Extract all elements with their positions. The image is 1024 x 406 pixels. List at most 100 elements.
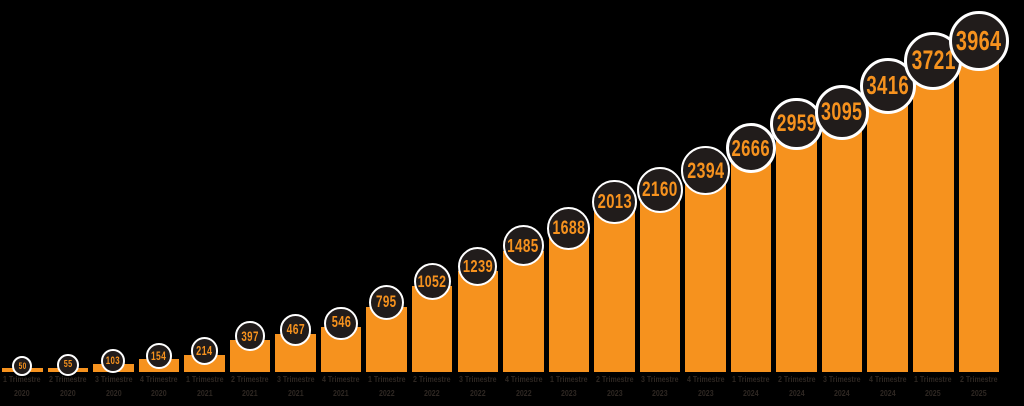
value-label: 2394 — [686, 157, 725, 183]
value-badge: 795 — [369, 285, 405, 321]
x-axis-label: 2 Trimestre 2021 — [230, 375, 270, 398]
value-badge: 2160 — [636, 166, 684, 214]
x-axis-label: 1 Trimestre 2020 — [2, 375, 42, 398]
x-axis-label-period: 1 Trimestre — [914, 375, 953, 384]
x-axis-label: 4 Trimestre 2024 — [868, 375, 908, 398]
x-axis-label-period: 1 Trimestre — [732, 375, 770, 384]
x-axis-label-year: 2024 — [788, 389, 805, 398]
bar — [411, 286, 453, 372]
value-label: 3721 — [911, 45, 956, 76]
value-label: 2013 — [597, 190, 632, 214]
x-axis-label-period: 1 Trimestre — [367, 375, 406, 384]
x-axis-label: 1 Trimestre 2025 — [913, 375, 953, 398]
x-axis-label: 1 Trimestre 2022 — [367, 375, 407, 398]
x-axis-label-year: 2022 — [378, 389, 395, 398]
x-axis-label-year: 2020 — [105, 389, 122, 398]
value-label: 546 — [331, 314, 351, 332]
x-axis-label: 3 Trimestre 2024 — [822, 375, 862, 398]
x-axis-label-year: 2020 — [14, 389, 31, 398]
x-axis-label-period: 4 Trimestre — [140, 375, 178, 384]
value-label: 3964 — [956, 24, 1002, 56]
value-label: 103 — [106, 354, 121, 367]
value-badge: 2394 — [681, 146, 730, 195]
x-axis-label: 3 Trimestre 2022 — [458, 375, 498, 398]
x-axis-label: 3 Trimestre 2020 — [93, 375, 133, 398]
value-label: 3095 — [821, 98, 863, 127]
x-axis-label: 2 Trimestre 2025 — [959, 375, 999, 398]
x-axis-label: 3 Trimestre 2021 — [275, 375, 315, 398]
x-axis-label-year: 2023 — [652, 389, 668, 398]
bar — [821, 119, 863, 372]
x-axis-label: 1 Trimestre 2024 — [731, 375, 771, 398]
value-badge: 3095 — [815, 85, 870, 140]
bar — [867, 92, 908, 372]
bar — [685, 176, 726, 372]
x-axis-label: 4 Trimestre 2023 — [685, 375, 725, 398]
x-axis-label-period: 2 Trimestre — [413, 375, 451, 384]
value-label: 55 — [63, 359, 73, 371]
x-axis-label: 1 Trimestre 2021 — [184, 375, 224, 398]
value-label: 50 — [18, 360, 27, 371]
x-axis-label-year: 2021 — [287, 389, 304, 398]
x-axis-label-period: 3 Trimestre — [458, 375, 497, 384]
x-axis-label-year: 2022 — [515, 389, 532, 398]
value-label: 2160 — [642, 177, 678, 202]
x-axis-label: 3 Trimestre 2023 — [640, 375, 680, 398]
x-axis-label-period: 2 Trimestre — [959, 375, 998, 384]
value-label: 2959 — [776, 109, 817, 137]
x-axis-label-year: 2024 — [743, 389, 759, 398]
x-axis-label: 2 Trimestre 2024 — [777, 375, 817, 398]
value-label: 154 — [151, 349, 167, 364]
value-badge: 546 — [324, 306, 358, 341]
x-axis-label-year: 2021 — [333, 389, 349, 398]
x-axis-label-period: 2 Trimestre — [595, 375, 634, 384]
x-axis-label-year: 2024 — [834, 389, 850, 398]
value-badge: 2666 — [725, 122, 777, 174]
x-axis-label-period: 3 Trimestre — [823, 375, 861, 384]
bar — [594, 207, 635, 372]
x-axis-label-period: 3 Trimestre — [641, 375, 679, 384]
bar — [548, 234, 590, 372]
bar — [958, 48, 1000, 372]
value-label: 1052 — [417, 271, 447, 291]
x-axis-label-year: 2020 — [151, 389, 167, 398]
value-badge: 103 — [101, 348, 126, 373]
x-axis-label-period: 4 Trimestre — [322, 375, 360, 384]
value-badge: 397 — [235, 321, 265, 351]
value-label: 214 — [196, 344, 213, 359]
x-axis-label-year: 2023 — [697, 389, 714, 398]
x-axis-label-period: 4 Trimestre — [868, 375, 907, 384]
value-label: 3416 — [866, 71, 910, 100]
bar — [503, 250, 544, 372]
x-axis-label: 4 Trimestre 2022 — [503, 375, 543, 398]
x-axis-label: 1 Trimestre 2023 — [549, 375, 589, 398]
value-label: 795 — [376, 293, 397, 312]
x-axis-label: 4 Trimestre 2020 — [139, 375, 179, 398]
x-axis-label-period: 3 Trimestre — [94, 375, 133, 384]
value-badge: 154 — [146, 343, 172, 370]
x-axis-label-period: 1 Trimestre — [185, 375, 224, 384]
bar — [913, 67, 954, 372]
value-badge: 1688 — [547, 207, 591, 251]
x-axis-label-period: 2 Trimestre — [777, 375, 816, 384]
x-axis-label-period: 4 Trimestre — [686, 375, 725, 384]
x-axis-label-period: 1 Trimestre — [3, 375, 42, 384]
value-label: 467 — [286, 322, 305, 339]
x-axis-label-period: 2 Trimestre — [48, 375, 87, 384]
value-badge: 1485 — [502, 225, 544, 267]
value-badge: 214 — [190, 337, 219, 365]
value-badge: 2013 — [592, 179, 637, 225]
x-axis-label-period: 4 Trimestre — [504, 375, 543, 384]
x-axis-label-year: 2022 — [469, 389, 486, 398]
x-axis-label-period: 1 Trimestre — [550, 375, 588, 384]
bar — [457, 270, 498, 372]
x-axis-label-year: 2023 — [561, 389, 577, 398]
x-axis-label-year: 2021 — [196, 389, 213, 398]
x-axis-label: 2 Trimestre 2022 — [412, 375, 452, 398]
value-badge: 50 — [12, 355, 33, 376]
bar — [730, 154, 772, 372]
x-axis-label-year: 2025 — [925, 389, 942, 398]
x-axis-label: 2 Trimestre 2023 — [594, 375, 634, 398]
bar — [776, 130, 817, 372]
